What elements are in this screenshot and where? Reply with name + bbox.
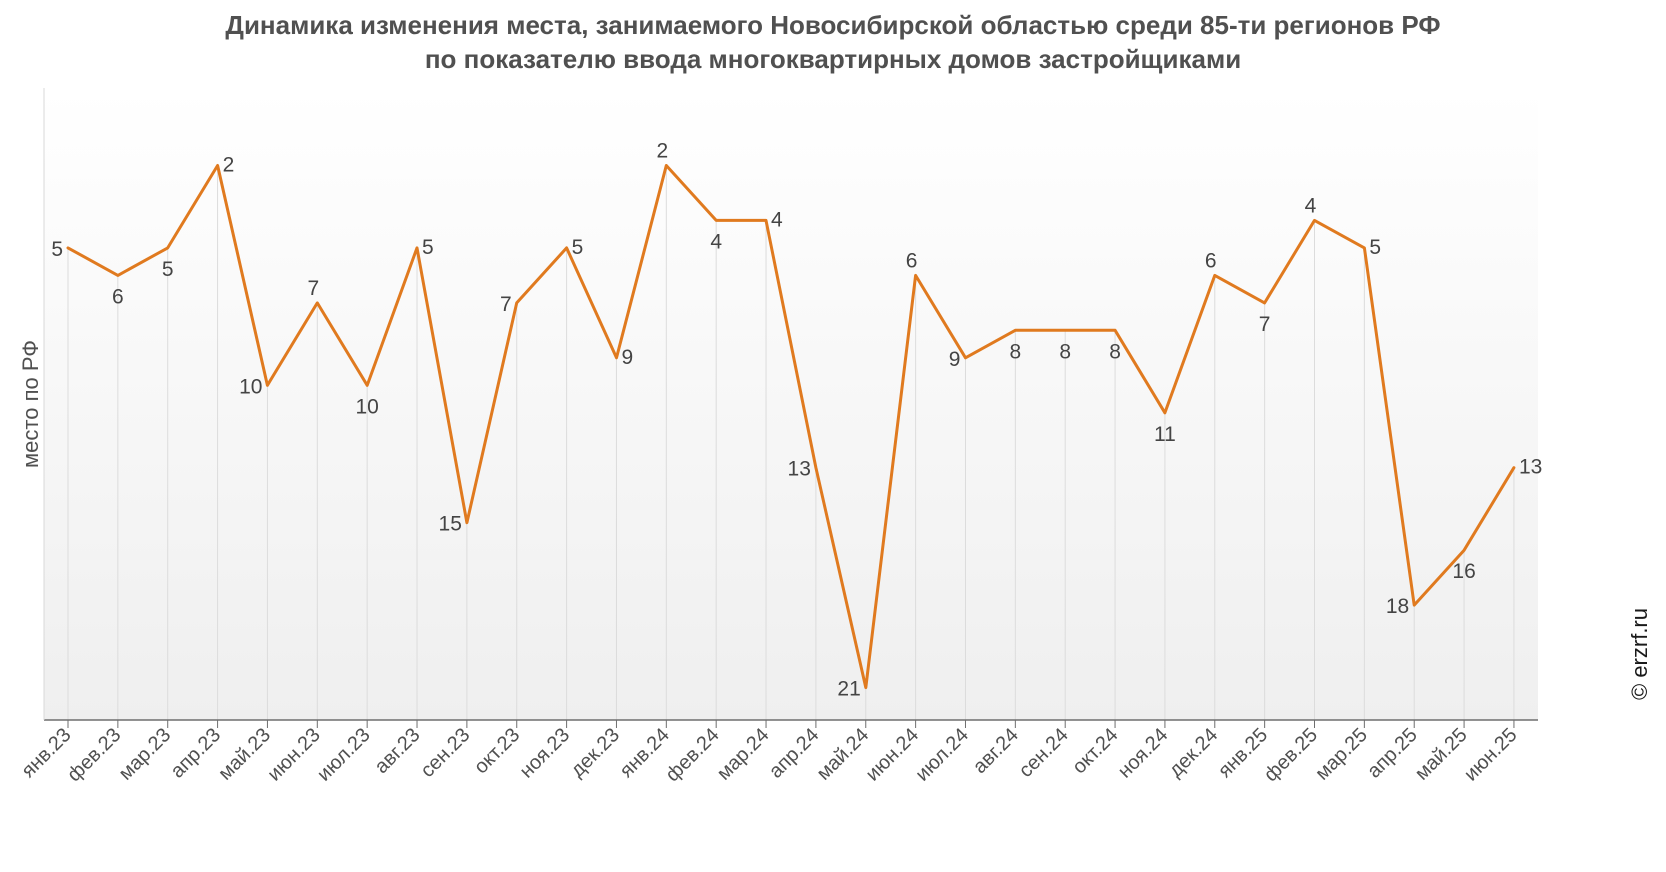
data-label: 7 [307, 277, 319, 300]
data-labels: 5 6 5 2 10 7 10 5 15 7 5 9 2 4 4 13 21 6 9 8 8 8 11 6 7 4 5 18 16 13 [51, 139, 1542, 700]
x-tick-label: июл.24 [911, 724, 973, 786]
x-tick-label: окт.24 [1068, 724, 1122, 778]
x-tick-label: окт.23 [470, 724, 524, 778]
data-label: 8 [1009, 340, 1021, 363]
chart-title-line-2: по показателю ввода многоквартирных домо… [424, 44, 1242, 74]
data-label: 15 [439, 513, 462, 536]
series-line [66, 164, 1516, 690]
data-label: 6 [112, 285, 124, 308]
x-tick-label: апр.25 [1363, 724, 1422, 783]
x-tick-label: июл.23 [313, 724, 375, 786]
data-label: 13 [1519, 456, 1542, 479]
x-tick-label: фев.24 [661, 724, 723, 786]
data-label: 5 [1369, 236, 1381, 259]
data-label: 4 [1305, 194, 1317, 217]
data-label: 7 [500, 293, 512, 316]
x-tick-label: июн.25 [1460, 724, 1522, 786]
data-label: 8 [1109, 340, 1121, 363]
data-label: 4 [710, 230, 722, 253]
data-label: 9 [949, 348, 961, 371]
x-ticks [67, 720, 1515, 728]
x-tick-label: фев.23 [63, 724, 125, 786]
data-label: 16 [1452, 560, 1475, 583]
x-tick-label: сен.24 [1015, 724, 1073, 782]
x-tick-label: май.24 [813, 724, 874, 785]
data-label: 10 [239, 375, 262, 398]
data-label: 11 [1154, 423, 1176, 446]
x-tick-label: апр.24 [765, 724, 824, 783]
data-label: 5 [572, 236, 584, 259]
data-label: 6 [906, 249, 918, 272]
data-label: 7 [1259, 313, 1271, 336]
drop-lines [67, 165, 1515, 720]
x-tick-label: мар.24 [713, 724, 774, 785]
x-tick-label: мар.23 [115, 724, 176, 785]
x-tick-label: июн.24 [862, 724, 924, 786]
x-tick-label: дек.24 [1165, 724, 1223, 782]
plot-area [44, 88, 1538, 720]
data-label: 2 [656, 139, 668, 162]
data-label: 5 [422, 236, 434, 259]
x-tick-labels: янв.23фев.23мар.23апр.23май.23июн.23июл.… [17, 724, 1521, 786]
y-axis-title: место по РФ [18, 340, 43, 468]
x-tick-label: май.23 [214, 724, 275, 785]
data-label: 9 [621, 346, 633, 369]
x-tick-label: мар.25 [1311, 724, 1372, 785]
data-label: 21 [837, 678, 860, 701]
x-tick-label: дек.23 [566, 724, 624, 782]
data-label: 2 [223, 153, 235, 176]
chart-title-line-1: Динамика изменения места, занимаемого Но… [225, 10, 1441, 40]
data-label: 8 [1059, 340, 1071, 363]
x-tick-label: ноя.23 [516, 724, 575, 783]
x-tick-label: апр.23 [167, 724, 226, 783]
x-tick-label: авг.24 [969, 724, 1023, 778]
chart-title: Динамика изменения места, занимаемого Но… [0, 8, 1666, 76]
x-tick-label: ноя.24 [1114, 724, 1173, 783]
x-tick-label: авг.23 [371, 724, 425, 778]
data-label: 5 [51, 238, 63, 261]
data-label: 18 [1386, 595, 1409, 618]
x-tick-label: сен.23 [416, 724, 474, 782]
data-label: 10 [355, 395, 378, 418]
data-label: 13 [788, 458, 811, 481]
x-tick-label: май.25 [1411, 724, 1472, 785]
credit-text: © erzrf.ru [1627, 608, 1652, 700]
x-tick-label: фев.25 [1260, 724, 1322, 786]
data-label: 5 [162, 258, 174, 281]
data-label: 6 [1205, 249, 1217, 272]
data-label: 4 [771, 208, 783, 231]
x-tick-label: июн.23 [263, 724, 325, 786]
